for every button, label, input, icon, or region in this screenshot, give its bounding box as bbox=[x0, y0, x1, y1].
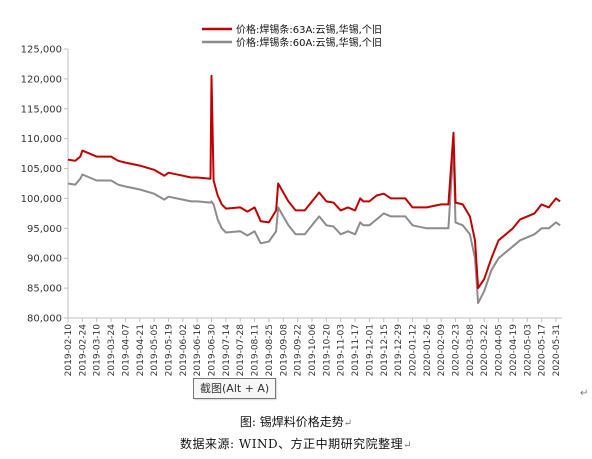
x-tick-label: 2019-08-25 bbox=[265, 324, 275, 376]
screenshot-tooltip: 截图(Alt + A) bbox=[193, 378, 277, 399]
x-tick-label: 2020-05-31 bbox=[552, 324, 562, 376]
paragraph-mark-icon: ↵ bbox=[403, 440, 412, 451]
paragraph-mark-icon: ↵ bbox=[580, 388, 589, 399]
x-tick-label: 2019-05-19 bbox=[164, 324, 174, 377]
x-tick-label: 2020-04-05 bbox=[495, 324, 505, 376]
x-tick-label: 2019-12-15 bbox=[380, 324, 390, 376]
x-tick-label: 2020-03-08 bbox=[466, 324, 476, 377]
x-tick-label: 2019-11-17 bbox=[351, 324, 361, 376]
x-tick-label: 2020-05-17 bbox=[538, 324, 548, 376]
figure-title: 图: 锡焊料价格走势 bbox=[239, 415, 344, 429]
legend-label: 价格:焊锡条:63A:云锡,华锡,个旧 bbox=[236, 23, 382, 36]
x-tick-label: 2019-10-20 bbox=[322, 324, 332, 377]
y-tick-label: 125,000 bbox=[21, 45, 62, 56]
x-tick-label: 2019-06-02 bbox=[179, 324, 189, 376]
x-tick-label: 2019-04-21 bbox=[136, 324, 146, 376]
x-tick-label: 2019-12-01 bbox=[365, 324, 375, 376]
series-line-0 bbox=[67, 74, 561, 290]
x-tick-label: 2019-03-24 bbox=[107, 324, 117, 377]
y-tick-label: 90,000 bbox=[27, 254, 62, 265]
y-tick-label: 105,000 bbox=[21, 164, 62, 175]
x-tick-label: 2019-06-16 bbox=[193, 324, 203, 377]
x-tick-label: 2019-07-14 bbox=[222, 324, 232, 377]
x-tick-label: 2020-04-19 bbox=[509, 324, 519, 377]
x-tick-label: 2019-02-10 bbox=[64, 324, 74, 377]
x-tick-label: 2019-10-06 bbox=[308, 324, 318, 377]
figure-caption: 图: 锡焊料价格走势↵ bbox=[0, 413, 592, 430]
y-tick-label: 80,000 bbox=[27, 314, 62, 325]
x-tick-label: 2019-09-08 bbox=[279, 324, 289, 377]
y-tick-label: 85,000 bbox=[27, 284, 62, 295]
x-tick-label: 2020-05-03 bbox=[523, 324, 533, 376]
x-tick-label: 2019-06-30 bbox=[208, 324, 218, 377]
x-tick-label: 2019-09-22 bbox=[294, 324, 304, 376]
y-tick-label: 100,000 bbox=[21, 194, 62, 205]
data-source: 数据来源: WIND、方正中期研究院整理↵ bbox=[0, 435, 592, 452]
data-source-text: 数据来源: WIND、方正中期研究院整理 bbox=[180, 437, 404, 451]
legend-label: 价格:焊锡条:60A:云锡,华锡,个旧 bbox=[236, 36, 382, 49]
x-tick-label: 2020-01-12 bbox=[408, 324, 418, 376]
x-tick-label: 2020-02-23 bbox=[452, 324, 462, 376]
paragraph-mark-icon: ↵ bbox=[343, 418, 353, 429]
x-tick-label: 2019-04-07 bbox=[121, 324, 131, 376]
line-chart: 80,000 85,000 90,000 95,000 100,000 105,000 11… bbox=[21, 23, 562, 377]
y-tick-label: 115,000 bbox=[21, 104, 62, 115]
x-tick-label: 2020-02-09 bbox=[437, 324, 447, 377]
x-tick-label: 2020-03-22 bbox=[480, 324, 490, 376]
x-tick-label: 2019-12-29 bbox=[394, 324, 404, 377]
chart: 80,000 85,000 90,000 95,000 100,000 105,000 11… bbox=[21, 23, 562, 377]
y-tick-label: 95,000 bbox=[27, 224, 62, 235]
x-tick-label: 2019-11-03 bbox=[337, 324, 347, 376]
x-tick-label: 2019-05-05 bbox=[150, 324, 160, 376]
x-tick-label: 2019-03-10 bbox=[93, 324, 103, 377]
y-tick-label: 120,000 bbox=[21, 74, 62, 85]
x-tick-label: 2019-07-28 bbox=[236, 324, 246, 377]
x-tick-label: 2020-01-26 bbox=[423, 324, 433, 377]
y-tick-label: 110,000 bbox=[21, 134, 62, 145]
series-line-1 bbox=[67, 146, 561, 305]
x-tick-label: 2019-08-11 bbox=[251, 324, 261, 376]
x-tick-label: 2019-02-24 bbox=[78, 324, 88, 377]
